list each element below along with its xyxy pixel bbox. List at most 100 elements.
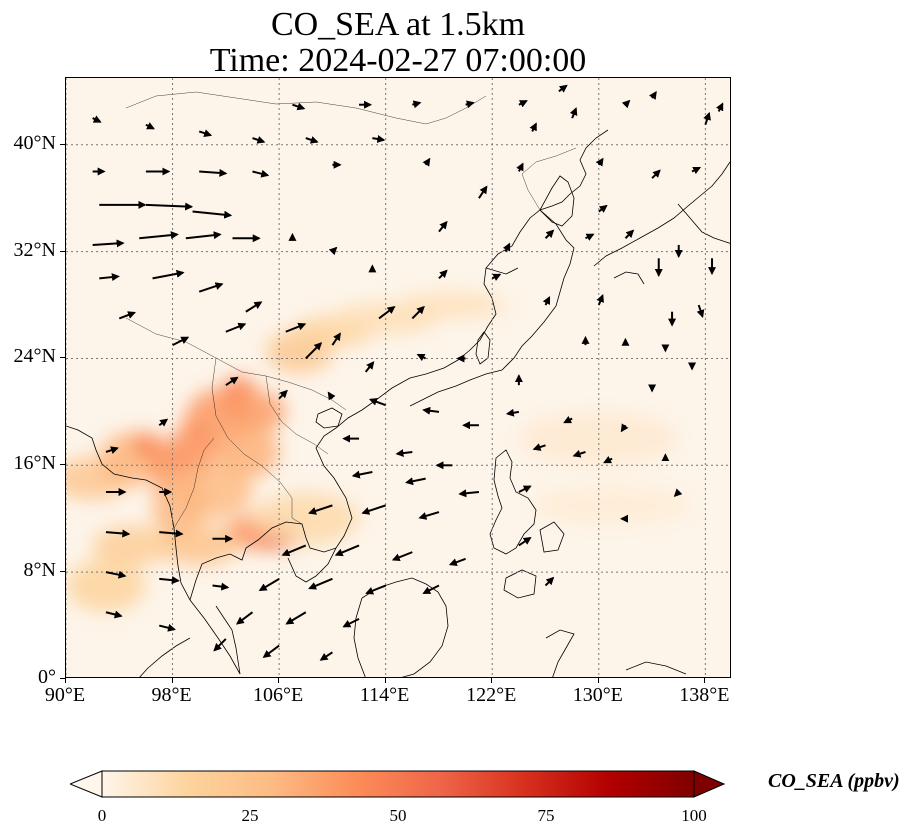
wind-arrow	[152, 269, 185, 280]
wind-arrow	[252, 136, 266, 144]
lon-tick-mark	[171, 678, 173, 683]
graticule	[66, 78, 730, 677]
wind-arrow	[563, 415, 573, 424]
map-panel	[65, 77, 731, 678]
lon-tick-label: 138°E	[679, 684, 730, 706]
lat-tick-mark	[60, 571, 65, 573]
wind-arrow	[105, 570, 127, 579]
wind-arrow	[292, 102, 306, 111]
wind-arrow	[328, 246, 338, 256]
map-canvas	[66, 78, 730, 677]
wind-arrow	[529, 122, 537, 132]
wind-arrow	[105, 610, 123, 619]
wind-arrow	[213, 638, 227, 652]
coastline-taiwan	[475, 331, 491, 365]
wind-arrow	[235, 611, 254, 625]
wind-arrow	[716, 102, 724, 112]
coastline-asia-mainland	[66, 129, 609, 675]
lon-tick-label: 106°E	[253, 684, 304, 706]
wind-arrow	[518, 100, 528, 108]
lon-tick-label: 122°E	[466, 684, 517, 706]
wind-arrow	[544, 576, 555, 587]
wind-arrow	[673, 488, 683, 497]
wind-arrow	[651, 169, 661, 179]
lon-tick-mark	[704, 678, 706, 683]
wind-arrow	[603, 455, 613, 464]
coastlines	[66, 129, 730, 677]
wind-arrow	[305, 342, 323, 360]
colorbar-tick-label: 75	[537, 806, 555, 825]
wind-arrow	[368, 398, 387, 407]
wind-arrow	[185, 231, 222, 240]
wind-arrow	[411, 305, 425, 320]
colorbar-extend-max	[693, 770, 726, 798]
colorbar-extend-min	[70, 770, 103, 798]
co-plume	[232, 391, 286, 432]
wind-arrow	[502, 242, 511, 253]
wind-arrow	[544, 229, 555, 239]
wind-arrow	[172, 336, 190, 347]
border-china-korea	[521, 147, 577, 211]
co-plume	[532, 485, 693, 526]
wind-arrow	[518, 536, 532, 547]
wind-arrow	[92, 115, 102, 123]
lat-tick-mark	[60, 143, 65, 145]
wind-arrow	[364, 361, 375, 373]
lon-tick-mark	[384, 678, 386, 683]
wind-arrow	[391, 551, 413, 562]
wind-arrow	[281, 544, 307, 557]
lat-tick-mark	[60, 678, 65, 679]
wind-arrow	[696, 304, 705, 318]
wind-arrow	[478, 185, 488, 199]
lon-tick-mark	[278, 678, 280, 683]
colorbar	[70, 770, 726, 798]
wind-arrow	[598, 204, 608, 213]
wind-arrow	[395, 449, 413, 458]
wind-arrow	[422, 584, 440, 595]
map-title: CO_SEA at 1.5km	[270, 6, 526, 43]
wind-arrow	[99, 273, 120, 282]
wind-arrow	[258, 577, 280, 592]
lat-tick-label: 32°N	[13, 238, 56, 261]
lon-tick-label: 90°E	[44, 684, 86, 706]
wind-arrow	[145, 202, 194, 211]
lon-tick-mark	[597, 678, 599, 683]
wind-arrow	[105, 529, 131, 538]
wind-arrow	[212, 582, 230, 591]
wind-arrow	[624, 229, 635, 239]
wind-arrow	[595, 157, 604, 167]
colorbar-tick-label: 25	[241, 806, 259, 825]
wind-arrow	[308, 577, 333, 590]
wind-arrow	[308, 504, 333, 515]
co-concentration-field	[66, 291, 693, 613]
border-mongolia	[125, 91, 487, 125]
wind-arrow	[118, 311, 136, 320]
wind-arrow	[585, 233, 595, 241]
lat-tick-mark	[60, 250, 65, 252]
lat-tick-label: 40°N	[13, 131, 56, 154]
colorbar-gradient	[101, 770, 695, 798]
lon-tick-mark	[65, 678, 66, 683]
lat-tick-mark	[60, 357, 65, 359]
wind-arrow	[158, 623, 176, 632]
wind-arrow	[278, 389, 288, 400]
wind-arrow	[516, 162, 524, 172]
lat-tick-label: 0°	[38, 666, 56, 688]
wind-arrow	[198, 129, 213, 137]
coastline-hainan	[315, 407, 343, 429]
coastline-philippines	[489, 449, 565, 599]
border-myanmar-thailand	[173, 437, 215, 529]
wind-arrow	[649, 91, 657, 100]
lon-tick-mark	[491, 678, 493, 683]
wind-arrow	[92, 239, 125, 248]
wind-arrow	[542, 296, 551, 306]
wind-arrow	[285, 322, 307, 333]
wind-arrow	[532, 443, 546, 451]
wind-arrow	[198, 282, 224, 293]
wind-arrow	[105, 446, 119, 454]
wind-arrow	[422, 157, 431, 167]
colorbar-tick-label: 0	[97, 806, 107, 825]
wind-arrow	[225, 322, 247, 333]
wind-arrow	[505, 408, 520, 417]
lat-tick-label: 16°N	[13, 452, 56, 475]
